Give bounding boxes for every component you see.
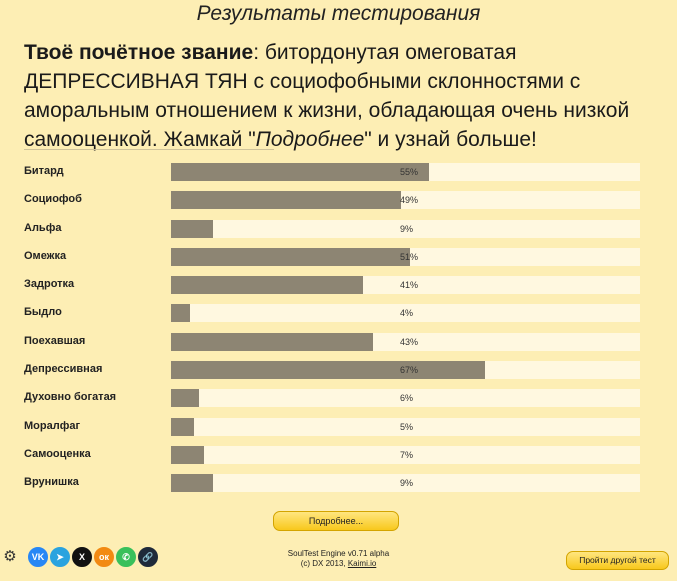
rank-cta-before: Жамкай "	[157, 128, 256, 151]
result-percent: 7%	[400, 449, 414, 460]
site-link[interactable]: Kaimi.io	[347, 559, 377, 568]
result-bar-track: 67%	[171, 361, 640, 380]
result-percent: 9%	[400, 223, 414, 234]
result-label: Поехавшая	[24, 334, 86, 347]
results-list: Битард 55% Социофоб 49% Альфа 9% Омежка 51% Задр…	[0, 158, 677, 498]
result-percent: 49%	[400, 195, 419, 206]
result-percent: 6%	[400, 393, 414, 404]
result-bar-fill	[171, 361, 486, 380]
footer-credit: SoulTest Engine v0.71 alpha (c) DX 2013,…	[250, 549, 427, 569]
copyright: (c) DX 2013, Kaimi.io	[250, 559, 427, 569]
result-percent: 9%	[400, 478, 414, 489]
result-label: Самооценка	[24, 447, 91, 460]
result-percent: 4%	[400, 308, 414, 319]
engine-version: SoulTest Engine v0.71 alpha	[287, 549, 390, 558]
result-row: Задротка 41%	[0, 271, 677, 299]
result-row: Поехавшая 43%	[0, 328, 677, 356]
result-row: Социофоб 49%	[0, 186, 677, 214]
result-row: Битард 55%	[0, 158, 677, 186]
result-row: Альфа 9%	[0, 215, 677, 243]
result-row: Самооценка 7%	[0, 441, 677, 469]
whatsapp-icon[interactable]: ✆	[115, 546, 137, 568]
result-percent: 41%	[400, 280, 419, 291]
x-icon[interactable]: X	[71, 546, 93, 568]
result-row: Духовно богатая 6%	[0, 384, 677, 412]
link-icon[interactable]: 🔗	[137, 546, 159, 568]
result-label: Социофоб	[24, 193, 82, 206]
vk-icon[interactable]: VK	[27, 546, 49, 568]
rank-cta-emphasis: Подробнее	[255, 128, 365, 151]
result-bar-fill	[171, 389, 200, 408]
copyright-text: (c) DX 2013,	[300, 559, 348, 568]
result-bar-track: 7%	[171, 445, 640, 464]
result-row: Быдло 4%	[0, 299, 677, 327]
rank-separator: :	[253, 41, 265, 64]
result-percent: 5%	[400, 421, 414, 432]
result-bar-track: 51%	[171, 247, 640, 266]
rank-text: Твоё почётное звание: битордонутая омего…	[24, 38, 654, 154]
rank-label: Твоё почётное звание	[24, 41, 254, 64]
result-label: Задротка	[24, 278, 75, 291]
result-bar-fill	[171, 191, 401, 210]
result-bar-track: 55%	[171, 163, 640, 181]
result-label: Омежка	[24, 249, 67, 262]
page-title: Результаты тестирования	[196, 2, 481, 25]
result-row: Моралфаг 5%	[0, 413, 677, 441]
telegram-icon[interactable]: ➤	[49, 546, 71, 568]
result-label: Духовно богатая	[24, 391, 117, 404]
gear-icon[interactable]: ⚙	[3, 548, 17, 565]
result-row: Депрессивная 67%	[0, 356, 677, 384]
result-bar-fill	[171, 445, 204, 464]
result-label: Врунишка	[24, 476, 79, 489]
result-bar-fill	[171, 304, 190, 323]
result-bar-track: 5%	[171, 417, 640, 436]
result-label: Битард	[24, 165, 64, 177]
result-bar-fill	[171, 163, 429, 181]
result-bar-track: 49%	[171, 191, 640, 210]
result-bar-track: 41%	[171, 276, 640, 295]
result-bar-track: 9%	[171, 474, 640, 493]
result-bar-track: 43%	[171, 332, 640, 351]
result-bar-fill	[171, 276, 364, 295]
result-label: Альфа	[24, 221, 62, 234]
result-label: Депрессивная	[24, 363, 103, 376]
odnoklassniki-icon[interactable]: ок	[93, 546, 115, 568]
other-test-button[interactable]: Пройти другой тест	[566, 551, 669, 570]
result-bar-fill	[171, 219, 214, 238]
rank-title: битордонутая омеговатая ДЕПРЕССИВНАЯ ТЯН…	[24, 41, 630, 151]
rank-cta-after: " и узнай больше!	[364, 128, 537, 151]
result-row: Врунишка 9%	[0, 469, 677, 497]
result-percent: 43%	[400, 336, 419, 347]
result-percent: 55%	[400, 167, 419, 177]
result-bar-track: 4%	[171, 304, 640, 323]
result-row: Омежка 51%	[0, 243, 677, 271]
result-bar-track: 9%	[171, 219, 640, 238]
result-percent: 51%	[400, 251, 419, 262]
result-label: Быдло	[24, 306, 62, 319]
more-button[interactable]: Подробнее...	[273, 511, 399, 531]
result-bar-fill	[171, 332, 373, 351]
result-percent: 67%	[400, 365, 419, 376]
result-label: Моралфаг	[24, 419, 81, 432]
result-bar-fill	[171, 474, 214, 493]
divider	[24, 149, 274, 150]
result-bar-fill	[171, 247, 411, 266]
result-bar-track: 6%	[171, 389, 640, 408]
result-bar-fill	[171, 417, 195, 436]
